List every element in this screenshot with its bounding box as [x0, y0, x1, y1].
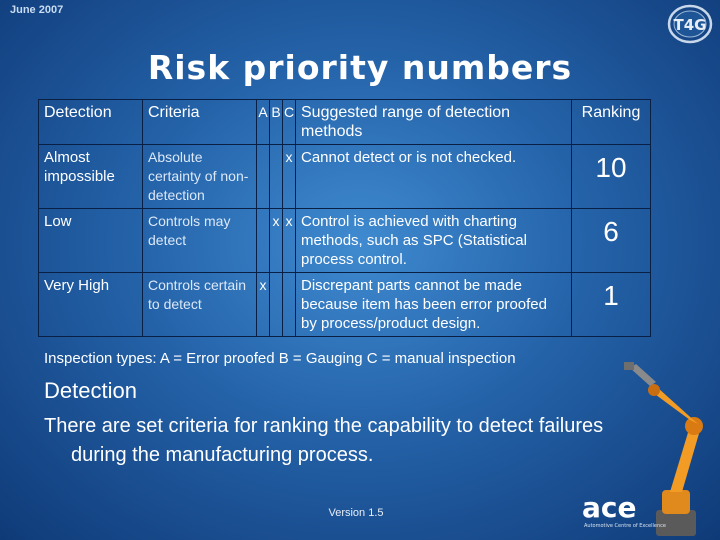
cell-ranking: 6 [571, 208, 651, 273]
cell-detection: Low [38, 208, 143, 273]
t4g-logo-icon: T4G [667, 4, 713, 44]
col-header-range: Suggested range of detection methods [295, 99, 572, 145]
cell-range: Control is achieved with charting method… [295, 208, 572, 273]
cell-criteria: Absolute certainty of non-detection [142, 144, 257, 209]
cell-detection: Almost impossible [38, 144, 143, 209]
col-header-b: B [269, 99, 283, 145]
cell-a [256, 144, 270, 209]
cell-detection: Very High [38, 272, 143, 337]
ace-logo-subtext: Automotive Centre of Excellence [584, 523, 666, 529]
cell-b [269, 144, 283, 209]
table-row: Low Controls may detect x x Control is a… [38, 208, 651, 273]
cell-criteria: Controls may detect [142, 208, 257, 273]
ace-logo-text: ace [582, 491, 636, 524]
svg-text:T4G: T4G [674, 16, 707, 34]
cell-c [282, 272, 296, 337]
col-header-c: C [282, 99, 296, 145]
risk-priority-table: Detection Criteria A B C Suggested range… [38, 99, 651, 337]
cell-ranking: 1 [571, 272, 651, 337]
col-header-a: A [256, 99, 270, 145]
cell-b [269, 272, 283, 337]
col-header-detection: Detection [38, 99, 143, 145]
page-title: Risk priority numbers [147, 48, 573, 87]
cell-b: x [269, 208, 283, 273]
col-header-ranking: Ranking [571, 99, 651, 145]
col-header-criteria: Criteria [142, 99, 257, 145]
date-label: June 2007 [10, 4, 64, 16]
cell-range: Cannot detect or is not checked. [295, 144, 572, 209]
cell-a: x [256, 272, 270, 337]
table-row: Very High Controls certain to detect x D… [38, 272, 651, 337]
ace-logo-icon: ace Automotive Centre of Excellence [582, 491, 666, 529]
cell-c: x [282, 208, 296, 273]
cell-ranking: 10 [571, 144, 651, 209]
version-label: Version 1.5 [328, 507, 384, 519]
detection-description: There are set criteria for ranking the c… [44, 415, 604, 466]
detection-heading: Detection [44, 378, 137, 403]
cell-criteria: Controls certain to detect [142, 272, 257, 337]
inspection-types-legend: Inspection types: A = Error proofed B = … [44, 350, 516, 367]
cell-c: x [282, 144, 296, 209]
cell-a [256, 208, 270, 273]
table-row: Almost impossible Absolute certainty of … [38, 144, 651, 209]
cell-range: Discrepant parts cannot be made because … [295, 272, 572, 337]
table-header-row: Detection Criteria A B C Suggested range… [38, 99, 651, 145]
industrial-robot-icon [624, 362, 703, 536]
